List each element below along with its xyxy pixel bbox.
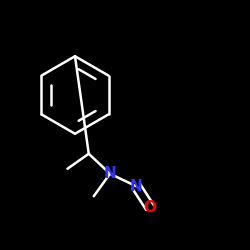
- Text: O: O: [144, 200, 156, 215]
- Text: N: N: [104, 166, 117, 181]
- Text: N: N: [130, 179, 142, 194]
